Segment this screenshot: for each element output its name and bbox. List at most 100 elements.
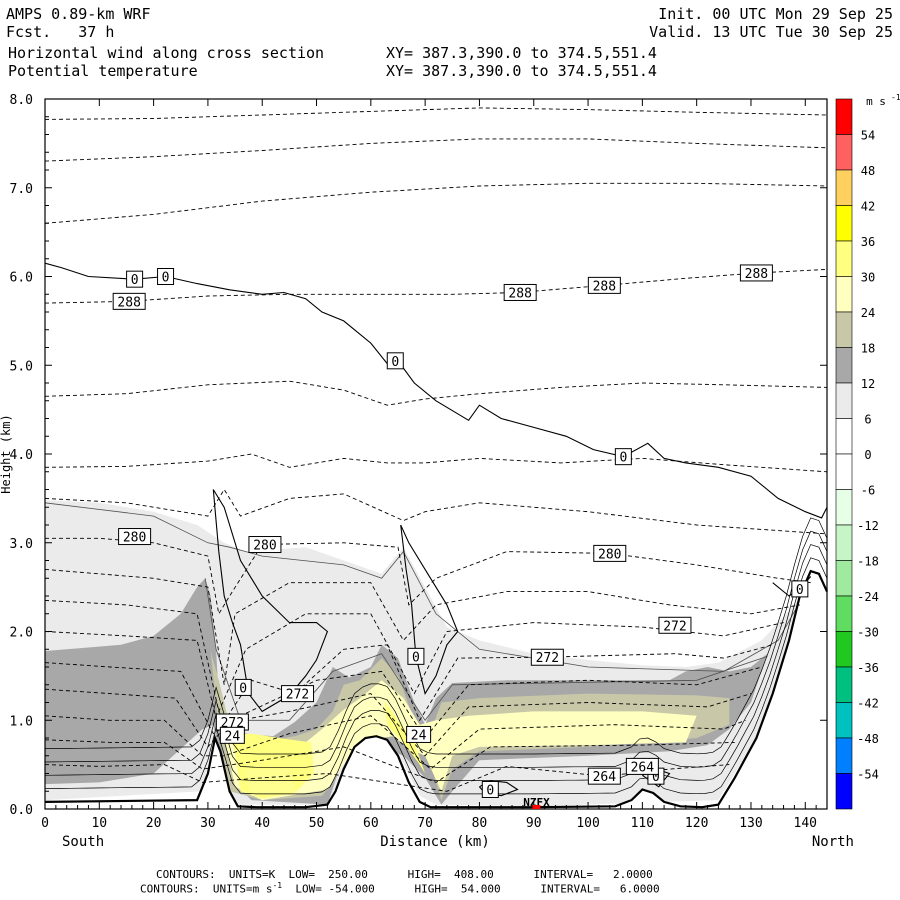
x-tick-label: 100 (576, 816, 599, 831)
theta-contour-line (44, 182, 828, 224)
header-init: Init. 00 UTC Mon 29 Sep 25 (658, 5, 893, 23)
y-axis-title: Height (km) (0, 414, 13, 493)
wind-label-box (406, 725, 432, 743)
theta-contour-line (44, 715, 746, 770)
x-tick-label: 20 (146, 816, 162, 831)
theta-contour-near-surface (44, 544, 828, 781)
theta-label: 272 (286, 688, 309, 703)
header-valid: Valid. 13 UTC Tue 30 Sep 25 (649, 23, 893, 41)
theta-label-box (587, 767, 621, 785)
station-marker (532, 805, 541, 809)
colorbar-segment (835, 311, 853, 348)
x-tick-label: 40 (254, 816, 270, 831)
x-tick-label: 50 (309, 816, 325, 831)
colorbar-segment (835, 169, 853, 206)
x-tick-label: 110 (631, 816, 654, 831)
wind-label: 0 (391, 355, 399, 370)
colorbar-tick-label: 12 (861, 377, 875, 391)
colorbar-tick-label: -30 (857, 626, 879, 640)
colorbar-segment (835, 595, 853, 632)
y-tick-label: 7.0 (10, 182, 33, 197)
wind-label: 0 (131, 273, 139, 288)
wind-zero-contour (400, 524, 459, 696)
colorbar-unit-exp: -1 (891, 93, 900, 102)
wind-zero-contour (44, 262, 828, 519)
theta-label: 272 (536, 651, 559, 666)
wind-label: 0 (652, 770, 660, 785)
wind-jet-core (245, 769, 295, 796)
colorbar-segment (835, 631, 853, 668)
colorbar-tick-label: 6 (864, 413, 871, 427)
wind-label-box (791, 580, 809, 598)
colorbar-segment (835, 347, 853, 384)
theta-label-box (530, 648, 564, 666)
wind-label: 0 (239, 681, 247, 696)
colorbar-tick-label: 24 (861, 306, 875, 320)
x-tick-label: 30 (200, 816, 216, 831)
wind-label: 264 (631, 760, 655, 775)
colorbar-tick-label: -48 (857, 732, 879, 746)
y-tick-label: 2.0 (10, 626, 33, 641)
header-xy1: XY= 387.3,390.0 to 374.5,551.4 (386, 44, 657, 62)
wind-label: 24 (411, 728, 427, 743)
colorbar-tick-label: 30 (861, 271, 875, 285)
x-tick-label: 130 (739, 816, 762, 831)
wind-label-box (126, 270, 144, 288)
theta-label-box (593, 544, 627, 562)
x-right-label: North (812, 834, 854, 850)
theta-contour-line (44, 488, 828, 535)
colorbar-segment (835, 560, 853, 597)
theta-contour-line (44, 568, 800, 685)
colorbar-segment (835, 98, 853, 135)
x-tick-label: 90 (526, 816, 542, 831)
theta-label: 272 (663, 619, 686, 634)
theta-contour-line (44, 662, 762, 739)
theta-label: 288 (117, 295, 140, 310)
wind-label: 0 (162, 271, 170, 286)
footer-contours-wind: CONTOURS: UNITS=m s-1 LOW= -54.000 HIGH=… (140, 881, 660, 896)
colorbar-segment (835, 773, 853, 810)
y-tick-label: 1.0 (10, 714, 33, 729)
colorbar-tick-label: -54 (857, 768, 879, 782)
x-left-label: South (62, 834, 104, 850)
theta-label-box (281, 685, 315, 703)
theta-label-box (587, 276, 621, 294)
wind-contour-line (204, 578, 768, 721)
x-tick-label: 0 (41, 816, 49, 831)
header-field2: Potential temperature (8, 62, 198, 80)
wind-label: 0 (796, 583, 804, 598)
wind-label-box (407, 647, 425, 665)
theta-contour-near-surface (45, 517, 828, 755)
x-tick-label: 140 (794, 816, 817, 831)
theta-contour-near-surface (44, 557, 828, 795)
theta-contour-line (44, 268, 828, 304)
theta-contour-line (44, 138, 828, 162)
x-tick-label: 10 (91, 816, 107, 831)
colorbar-segment (835, 276, 853, 313)
colorbar-segment (835, 666, 853, 703)
colorbar-tick-label: 36 (861, 235, 875, 249)
theta-contour-near-surface (44, 530, 828, 768)
wind-label: 0 (412, 650, 420, 665)
wind-label-box (481, 780, 499, 798)
station-label: NZFX (523, 796, 550, 809)
wind-label: 24 (225, 729, 241, 744)
theta-label-box (658, 616, 692, 634)
colorbar-tick-label: -18 (857, 555, 879, 569)
colorbar-unit: m s (866, 95, 886, 108)
colorbar-tick-label: 0 (864, 448, 871, 462)
colorbar-segment (835, 134, 853, 171)
y-tick-label: 6.0 (10, 271, 33, 286)
theta-label: 264 (593, 770, 617, 785)
colorbar-segment (835, 702, 853, 739)
colorbar-tick-label: 18 (861, 342, 875, 356)
colorbar-segment (835, 240, 853, 277)
y-tick-label: 3.0 (10, 537, 33, 552)
y-tick-label: 0.0 (10, 803, 33, 818)
colorbar-segment (835, 382, 853, 419)
terrain-outline (44, 569, 829, 809)
colorbar-tick-label: -6 (861, 484, 875, 498)
theta-contour-line (44, 453, 828, 473)
x-tick-label: 60 (363, 816, 379, 831)
